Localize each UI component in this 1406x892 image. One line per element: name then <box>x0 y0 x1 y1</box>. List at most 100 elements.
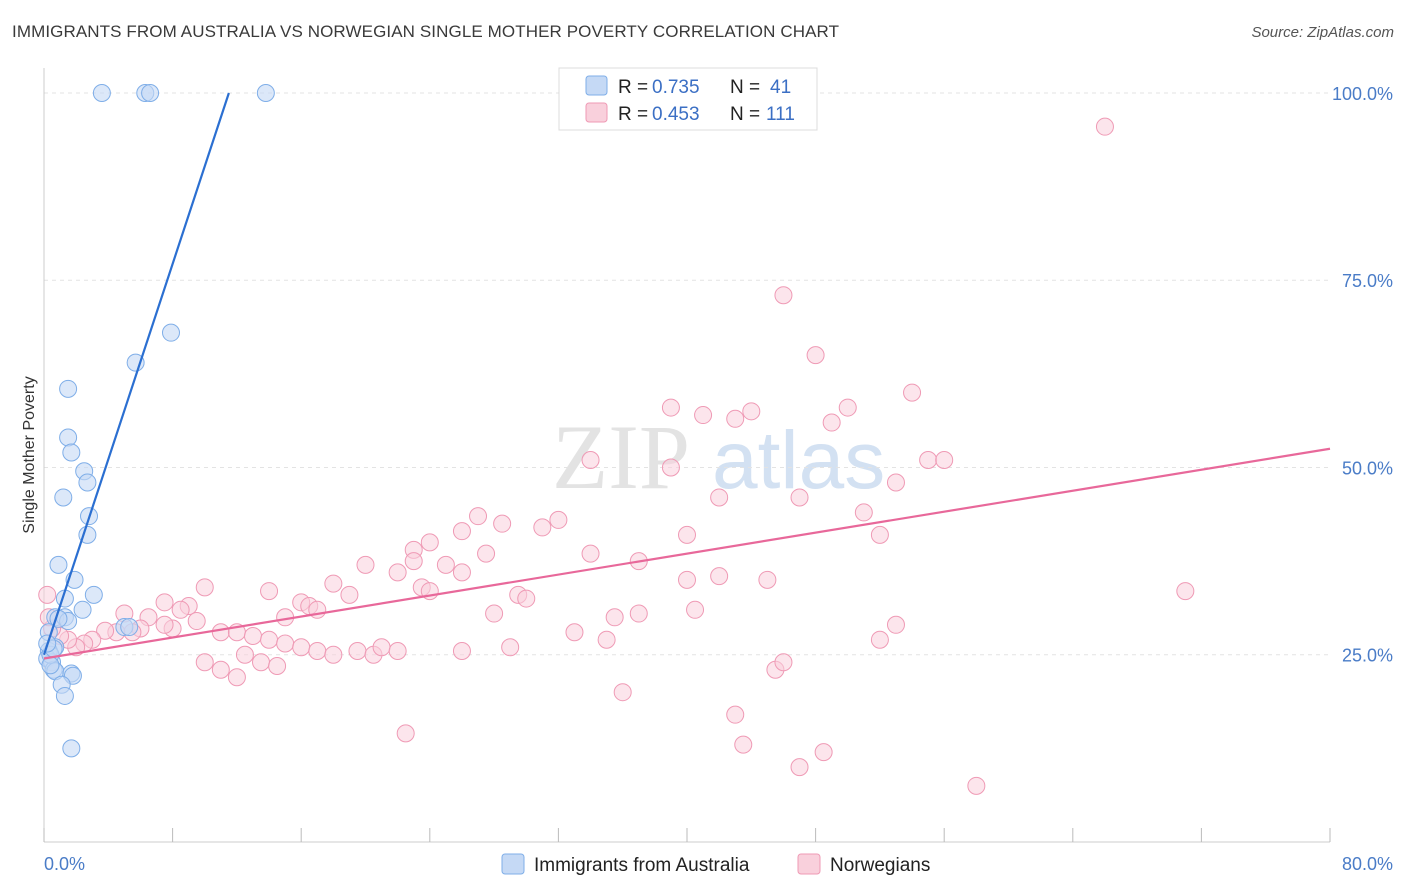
data-point-norwegians <box>452 563 471 582</box>
y-axis-label: Single Mother Poverty <box>21 376 38 533</box>
data-point-norwegians <box>292 638 311 657</box>
data-point-norwegians <box>565 623 584 642</box>
trendline-norwegians <box>43 447 1331 660</box>
data-point-norwegians <box>758 570 777 589</box>
data-point-norwegians <box>260 582 279 601</box>
data-point-norwegians <box>227 668 246 687</box>
data-point-norwegians <box>38 585 57 604</box>
data-point-norwegians <box>171 600 190 619</box>
data-point-immigrants-from-australia <box>141 83 160 102</box>
data-point-immigrants-from-australia <box>62 739 81 758</box>
data-point-norwegians <box>678 525 696 544</box>
data-point-norwegians <box>388 642 407 660</box>
source-label: Source: ZipAtlas.com <box>1251 24 1394 41</box>
data-point-norwegians <box>324 574 343 593</box>
bottom-legend-label: Norwegians <box>830 855 930 876</box>
data-point-norwegians <box>661 398 680 417</box>
legend-n-value: 111 <box>766 104 795 125</box>
data-point-norwegians <box>420 533 439 552</box>
data-point-norwegians <box>790 488 809 507</box>
data-point-immigrants-from-australia <box>62 443 81 462</box>
data-point-norwegians <box>726 705 745 724</box>
data-point-norwegians <box>235 645 254 664</box>
legend-r-label: R = <box>618 77 648 98</box>
correlation-legend: R = 0.735 N = 41 R = 0.453 N = 111 <box>558 67 818 131</box>
data-point-immigrants-from-australia <box>59 428 78 447</box>
data-point-immigrants-from-australia <box>59 379 78 398</box>
data-point-norwegians <box>276 634 295 653</box>
bottom-legend-swatch-blue <box>501 853 525 875</box>
data-point-norwegians <box>742 402 761 421</box>
x-tick-label: 80.0% <box>1342 854 1393 874</box>
data-point-immigrants-from-australia <box>256 83 275 102</box>
data-point-norwegians <box>404 552 423 571</box>
data-point-immigrants-from-australia <box>54 488 73 507</box>
data-point-norwegians <box>854 503 873 522</box>
data-point-norwegians <box>710 567 729 586</box>
data-point-norwegians <box>211 660 230 679</box>
bottom-legend-label: Immigrants from Australia <box>534 855 750 876</box>
series-norwegians <box>38 117 1195 795</box>
data-point-norwegians <box>308 642 327 660</box>
data-point-immigrants-from-australia <box>78 473 97 492</box>
data-point-norwegians <box>790 758 809 777</box>
data-point-norwegians <box>581 451 600 469</box>
data-point-norwegians <box>187 612 206 631</box>
data-point-norwegians <box>324 645 343 664</box>
axes <box>43 68 1331 843</box>
data-point-norwegians <box>629 604 648 623</box>
data-point-norwegians <box>396 724 415 743</box>
data-point-norwegians <box>774 653 793 672</box>
chart-title: IMMIGRANTS FROM AUSTRALIA VS NORWEGIAN S… <box>12 22 840 41</box>
data-point-norwegians <box>726 409 745 428</box>
data-point-norwegians <box>533 518 552 537</box>
data-point-immigrants-from-australia <box>55 686 74 705</box>
data-point-norwegians <box>919 451 938 469</box>
data-point-norwegians <box>243 627 262 646</box>
y-tick-label: 25.0% <box>1342 646 1393 666</box>
data-point-norwegians <box>211 623 230 642</box>
data-point-norwegians <box>252 653 271 672</box>
data-point-norwegians <box>1095 117 1114 136</box>
legend-r-value: 0.453 <box>652 104 700 125</box>
data-point-norwegians <box>686 600 705 619</box>
data-point-norwegians <box>661 458 680 477</box>
legend-r-label: R = <box>618 104 648 125</box>
tick-labels: 25.0% 50.0% 75.0% 100.0% 0.0% 80.0% <box>44 84 1393 874</box>
trendlines <box>42 92 1331 660</box>
data-point-norwegians <box>340 585 359 604</box>
data-point-norwegians <box>935 451 954 469</box>
data-point-immigrants-from-australia <box>84 585 103 604</box>
data-point-norwegians <box>678 570 696 589</box>
data-point-norwegians <box>549 510 568 529</box>
data-point-norwegians <box>597 630 616 649</box>
legend-n-label: N = <box>730 77 760 98</box>
data-point-norwegians <box>1176 582 1195 601</box>
data-point-norwegians <box>903 383 922 402</box>
data-point-norwegians <box>436 555 455 574</box>
data-point-norwegians <box>96 621 115 640</box>
data-point-immigrants-from-australia <box>120 618 139 637</box>
data-point-norwegians <box>348 642 367 660</box>
trendline-immigrants-from-australia <box>42 92 230 656</box>
data-point-norwegians <box>452 522 471 541</box>
data-point-norwegians <box>501 638 520 657</box>
data-point-immigrants-from-australia <box>92 83 111 102</box>
data-point-norwegians <box>485 604 504 623</box>
data-point-norwegians <box>613 683 632 702</box>
data-point-immigrants-from-australia <box>73 600 92 619</box>
data-point-norwegians <box>694 406 713 425</box>
x-tick-label: 0.0% <box>44 854 85 874</box>
data-point-norwegians <box>469 507 488 526</box>
data-point-norwegians <box>814 743 833 762</box>
data-point-norwegians <box>493 514 512 533</box>
data-point-norwegians <box>710 488 729 507</box>
data-point-norwegians <box>388 563 407 582</box>
data-point-norwegians <box>886 615 905 634</box>
series-legend: Immigrants from Australia Norwegians <box>501 853 930 876</box>
y-tick-label: 75.0% <box>1342 271 1393 291</box>
data-point-norwegians <box>195 653 214 672</box>
data-point-norwegians <box>372 638 391 657</box>
legend-n-label: N = <box>730 104 760 125</box>
